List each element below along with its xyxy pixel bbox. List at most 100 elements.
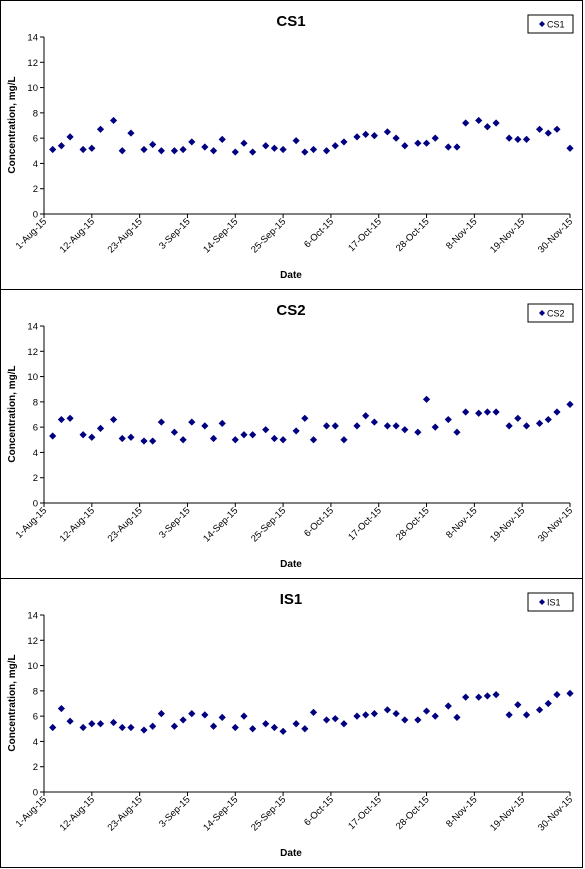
y-tick-label: 0	[33, 788, 38, 799]
data-point	[170, 722, 179, 730]
data-point	[370, 418, 378, 426]
data-point	[279, 145, 287, 154]
data-point	[66, 414, 74, 422]
x-tick-label: 30-Nov-15	[536, 216, 575, 255]
data-point	[218, 135, 226, 144]
x-axis-label: Date	[280, 270, 302, 281]
data-point	[522, 422, 531, 430]
y-tick-label: 4	[33, 737, 38, 748]
x-tick-label: 14-Sep-15	[201, 505, 240, 544]
data-point	[544, 129, 552, 137]
y-tick-label: 14	[27, 611, 38, 622]
data-point	[231, 723, 239, 732]
y-tick-label: 8	[33, 108, 38, 119]
chart-panel-is1: IS1 0 2 4 6 8 10 12 14 1-Aug-15 12-Aug-15 23-Aug-15…	[0, 578, 583, 868]
data-point	[444, 143, 452, 151]
data-point	[553, 408, 561, 416]
y-tick-label: 6	[33, 134, 38, 145]
x-tick-label: 3-Sep-15	[157, 794, 192, 829]
data-point	[140, 437, 148, 445]
data-point	[118, 723, 126, 732]
x-tick-label: 28-Oct-15	[394, 505, 432, 543]
data-point	[362, 130, 370, 138]
data-point	[179, 716, 187, 724]
data-point	[340, 138, 348, 146]
data-point	[57, 142, 65, 150]
data-point	[462, 119, 470, 127]
data-point	[301, 725, 309, 733]
data-point	[96, 720, 105, 728]
x-tick-label: 8-Nov-15	[444, 794, 479, 829]
data-point	[127, 129, 135, 137]
data-point	[270, 144, 278, 152]
data-point	[475, 409, 483, 417]
x-tick-label: 19-Nov-15	[488, 216, 527, 255]
data-point	[218, 419, 226, 427]
data-point	[209, 722, 218, 730]
data-point	[279, 727, 287, 735]
data-point	[453, 143, 461, 151]
x-tick-label: 12-Aug-15	[58, 505, 97, 544]
data-point	[514, 135, 522, 144]
data-point	[492, 119, 500, 127]
y-tick-label: 14	[27, 322, 38, 333]
legend-box	[527, 303, 574, 323]
y-tick-label: 12	[27, 58, 38, 69]
data-point	[157, 710, 165, 718]
data-point	[505, 711, 513, 719]
data-point	[401, 142, 409, 150]
data-point	[96, 125, 105, 133]
data-point	[201, 143, 209, 151]
data-point	[535, 125, 544, 133]
legend-label: CS1	[547, 20, 565, 30]
data-point	[422, 139, 431, 147]
data-point	[322, 147, 331, 155]
data-point	[292, 137, 300, 145]
data-point	[483, 123, 492, 131]
data-point	[544, 699, 552, 708]
data-point	[188, 138, 196, 146]
x-tick-label: 3-Sep-15	[157, 505, 192, 540]
y-tick-label: 8	[33, 686, 38, 697]
data-point	[544, 415, 552, 424]
y-tick-label: 8	[33, 397, 38, 408]
x-tick-label: 8-Nov-15	[444, 216, 479, 251]
y-tick-label: 2	[33, 184, 38, 195]
data-point	[79, 431, 87, 439]
chart-title: CS2	[276, 302, 305, 319]
x-tick-label: 28-Oct-15	[394, 794, 432, 832]
chart-title: IS1	[280, 591, 303, 608]
data-point	[88, 720, 96, 728]
data-point	[309, 145, 318, 154]
y-tick-label: 14	[27, 33, 38, 44]
data-point	[383, 706, 392, 714]
chart-svg: CS1 0 2 4 6 8 10 12 14 1-Aug-15 12-Aug-15 23-Aug-15…	[7, 13, 575, 281]
x-tick-label: 28-Oct-15	[394, 216, 432, 254]
data-point	[301, 148, 309, 156]
x-tick-label: 23-Aug-15	[106, 794, 145, 833]
data-point	[270, 723, 278, 732]
data-point	[231, 148, 239, 156]
data-point	[331, 715, 339, 723]
data-point	[57, 704, 65, 713]
x-tick-label: 30-Nov-15	[536, 505, 575, 544]
y-axis-label: Concentration, mg/L	[7, 365, 18, 462]
data-point	[79, 145, 87, 154]
data-point	[414, 139, 422, 147]
data-point	[331, 142, 339, 150]
data-point	[462, 408, 470, 416]
legend-marker	[539, 599, 545, 605]
x-tick-label: 14-Sep-15	[201, 216, 240, 255]
data-point	[231, 436, 239, 444]
data-point	[492, 408, 500, 416]
data-point	[414, 428, 422, 436]
data-point	[492, 691, 500, 699]
data-point	[66, 717, 74, 725]
legend: CS2	[527, 303, 574, 323]
data-point	[49, 723, 57, 732]
data-point	[392, 710, 400, 718]
y-axis-label: Concentration, mg/L	[7, 654, 18, 751]
y-tick-label: 6	[33, 712, 38, 723]
data-point	[149, 722, 157, 730]
legend-box	[527, 14, 574, 34]
